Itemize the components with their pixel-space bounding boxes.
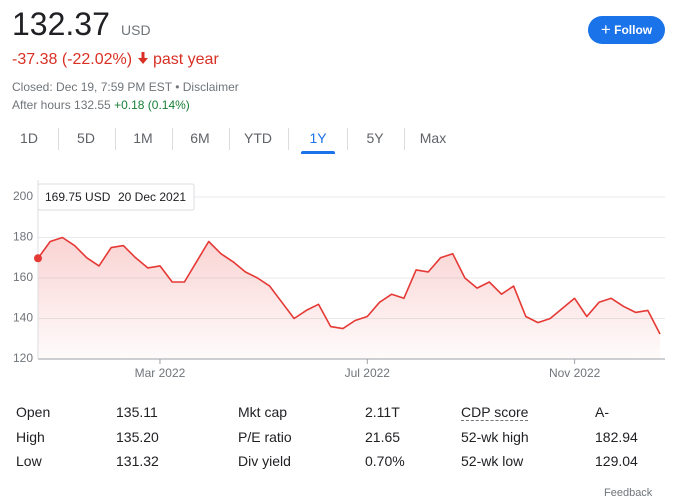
stat-label: Div yield [238,453,291,469]
tab[interactable]: 1M [133,130,153,146]
tab-separator [229,128,230,150]
tooltip-date: 20 Dec 2021 [118,190,186,204]
tab-separator [404,128,405,150]
tooltip: 169.75 USD 20 Dec 2021 [37,183,195,211]
tab[interactable]: 5D [77,130,95,146]
stat-value: 2.11T [365,404,400,420]
tooltip-price: 169.75 USD [45,190,111,204]
closed: Closed: Dec 19, 7:59 PM EST [12,80,172,94]
stat-label: Low [16,453,42,469]
down-arrow [137,52,148,64]
stat-value: 131.32 [116,453,159,469]
tab-separator [171,128,173,150]
tab-underline [301,151,335,154]
after-hours-price: After hours 132.55 [12,98,111,112]
x-tick-label: Mar 2022 [135,366,186,380]
stat-value: 135.20 [116,429,159,445]
stat-value: 135.11 [116,404,158,420]
stat-label: 52-wk high [461,429,529,445]
y-tick-label: 140 [13,311,33,325]
y-tick-label: 180 [13,230,33,244]
stat-value: A- [595,404,609,420]
period: past year [152,51,219,68]
y-tick-label: 160 [13,270,33,284]
tab[interactable]: YTD [244,130,272,146]
tab-separator [114,128,116,150]
tab-separator [288,128,289,150]
stat-label: High [16,429,45,445]
closed-line: Closed: Dec 19, 7:59 PM EST • Disclaimer [12,80,239,94]
tab[interactable]: Max [419,130,447,146]
price-line [37,236,661,335]
stat-label: P/E ratio [238,429,292,445]
y-tick-label: 200 [13,189,33,203]
x-tick-label: Jul 2022 [345,366,391,380]
after-hours: After hours 132.55 +0.18 (0.14%) [12,98,190,112]
feedback[interactable]: Feedback [604,487,653,499]
stat-label[interactable]: CDP score [461,404,529,421]
tab[interactable]: 1D [20,130,38,146]
disclaimer[interactable]: Disclaimer [182,80,239,94]
area [38,237,660,359]
hover-point [34,254,42,263]
price: 132.37 [12,6,110,42]
x-tick-label: Nov 2022 [549,366,601,380]
tab[interactable]: 5Y [366,130,384,146]
tooltip-box [37,183,195,211]
after-hours-change: +0.18 (0.14%) [114,98,190,112]
change: -37.38 (-22.02%) past year [12,51,219,69]
y-tick-label: 120 [13,351,33,365]
chart: 120 140 160 180 200 Mar 2022 Jul 2022 Nov 2022 1… [13,180,665,380]
tab[interactable]: 1Y [309,130,327,146]
follow-label[interactable]: Follow [614,23,653,37]
stat-label: 52-wk low [461,453,524,469]
tab-separator [57,128,59,150]
stat-value: 182.94 [595,429,638,445]
tab-separator [346,128,348,150]
stat-label: Mkt cap [238,404,288,420]
currency: USD [121,22,151,38]
stat-value: 129.04 [595,453,638,469]
tab[interactable]: 6M [190,130,210,146]
stat-value: 0.70% [365,453,405,469]
change-value: -37.38 (-22.02%) [12,51,133,68]
stat-value: 21.65 [365,429,401,445]
follow-button[interactable]: + Follow [588,16,665,44]
stat-label: Open [16,404,51,420]
